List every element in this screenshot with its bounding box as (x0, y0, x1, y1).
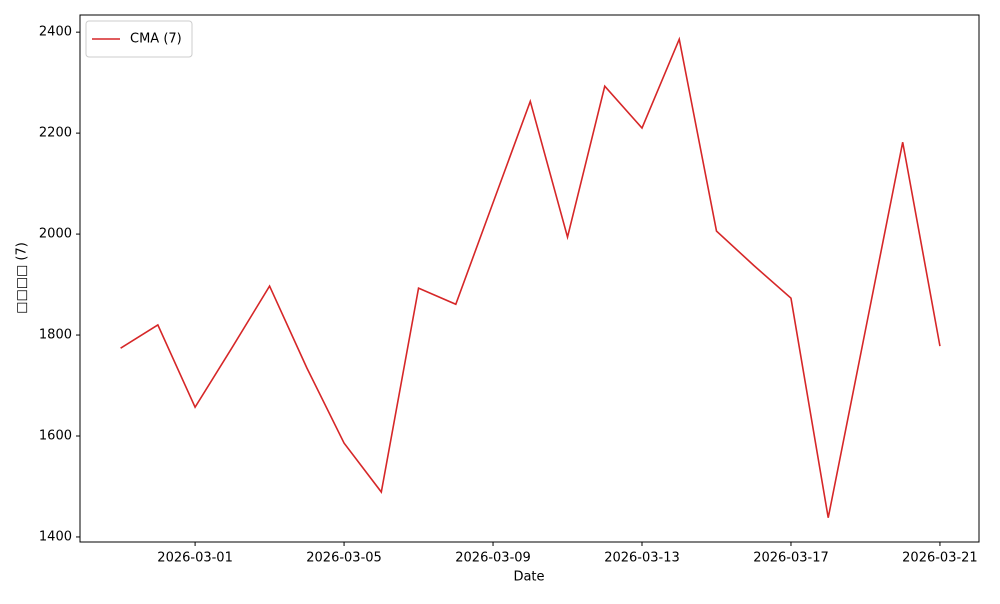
data-line (120, 36, 941, 518)
y-tick-label: 2000 (39, 227, 72, 242)
y-tick-label: 1800 (39, 328, 72, 343)
y-axis-label: □□□□ (7) (15, 242, 30, 314)
y-tick-label: 1400 (39, 529, 72, 544)
x-tick-label: 2026-03-21 (902, 551, 978, 566)
x-tick-label: 2026-03-05 (306, 551, 382, 566)
x-tick-label: 2026-03-17 (753, 551, 829, 566)
legend-frame (85, 20, 193, 58)
legend-label: CMA (7) (130, 32, 182, 47)
x-tick-label: 2026-03-13 (604, 551, 680, 566)
x-tick-label: 2026-03-09 (455, 551, 531, 566)
y-tick-label: 2200 (39, 126, 72, 141)
y-tick-label: 1600 (39, 428, 72, 443)
x-axis-label: Date (513, 570, 544, 585)
plot-frame (79, 14, 980, 543)
legend: CMA (7) (85, 20, 193, 58)
y-tick-label: 2400 (39, 25, 72, 40)
x-tick-label: 2026-03-01 (157, 551, 233, 566)
